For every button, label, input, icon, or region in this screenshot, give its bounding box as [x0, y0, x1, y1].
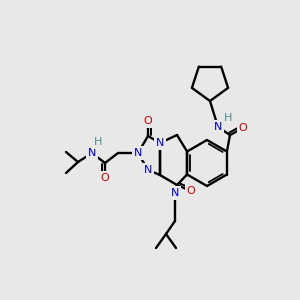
- Text: N: N: [214, 122, 222, 132]
- Text: N: N: [171, 188, 179, 198]
- Text: N: N: [88, 148, 96, 158]
- Text: O: O: [238, 123, 247, 133]
- Text: N: N: [156, 138, 164, 148]
- Text: O: O: [187, 186, 195, 196]
- Text: H: H: [94, 137, 102, 147]
- Text: H: H: [224, 113, 232, 123]
- Text: O: O: [100, 173, 109, 183]
- Text: N: N: [134, 148, 142, 158]
- Text: N: N: [144, 165, 152, 175]
- Text: O: O: [144, 116, 152, 126]
